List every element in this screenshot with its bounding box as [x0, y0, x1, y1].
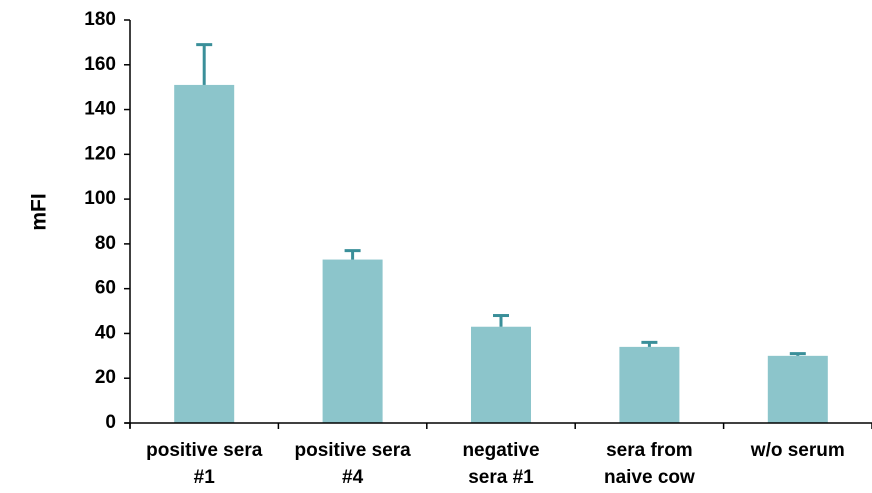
x-category-label-2-line-0: negative — [462, 440, 539, 461]
x-category-label-0-line-0: positive sera — [146, 440, 263, 461]
bar-1 — [322, 259, 383, 423]
y-ticks-layer: 0 20 40 60 80 100 120 140 160 180 — [84, 9, 116, 433]
y-axis-title-group: mFI — [28, 193, 51, 230]
bar-0 — [174, 84, 235, 423]
y-tick-label-5: 100 — [84, 188, 116, 209]
bars-layer — [174, 84, 828, 423]
axes-layer — [124, 19, 872, 429]
y-tick-label-6: 120 — [84, 143, 116, 164]
x-category-label-1-line-0: positive sera — [295, 440, 412, 461]
x-category-label-1-line-1: #4 — [342, 467, 364, 488]
y-tick-label-0: 0 — [105, 412, 116, 433]
y-tick-label-4: 80 — [95, 233, 116, 254]
bar-3 — [619, 346, 680, 423]
x-category-label-0-line-1: #1 — [194, 467, 216, 488]
bar-2 — [471, 326, 531, 423]
x-category-label-3-line-1: naive cow — [604, 467, 695, 488]
y-tick-label-8: 160 — [84, 54, 116, 75]
y-tick-label-9: 180 — [84, 9, 116, 30]
error-bars-layer — [196, 43, 806, 356]
y-tick-label-7: 140 — [84, 99, 116, 120]
y-tick-label-1: 20 — [95, 367, 116, 388]
y-axis-title: mFI — [28, 193, 51, 230]
x-labels-layer: positive sera #1 positive sera #4 negative se… — [146, 440, 845, 488]
y-tick-label-3: 60 — [95, 278, 116, 299]
x-category-label-4-line-0: w/o serum — [750, 440, 845, 461]
x-category-label-2-line-1: sera #1 — [468, 467, 534, 488]
bar-4 — [767, 355, 828, 423]
x-category-label-3-line-0: sera from — [606, 440, 693, 461]
y-tick-label-2: 40 — [95, 322, 116, 343]
